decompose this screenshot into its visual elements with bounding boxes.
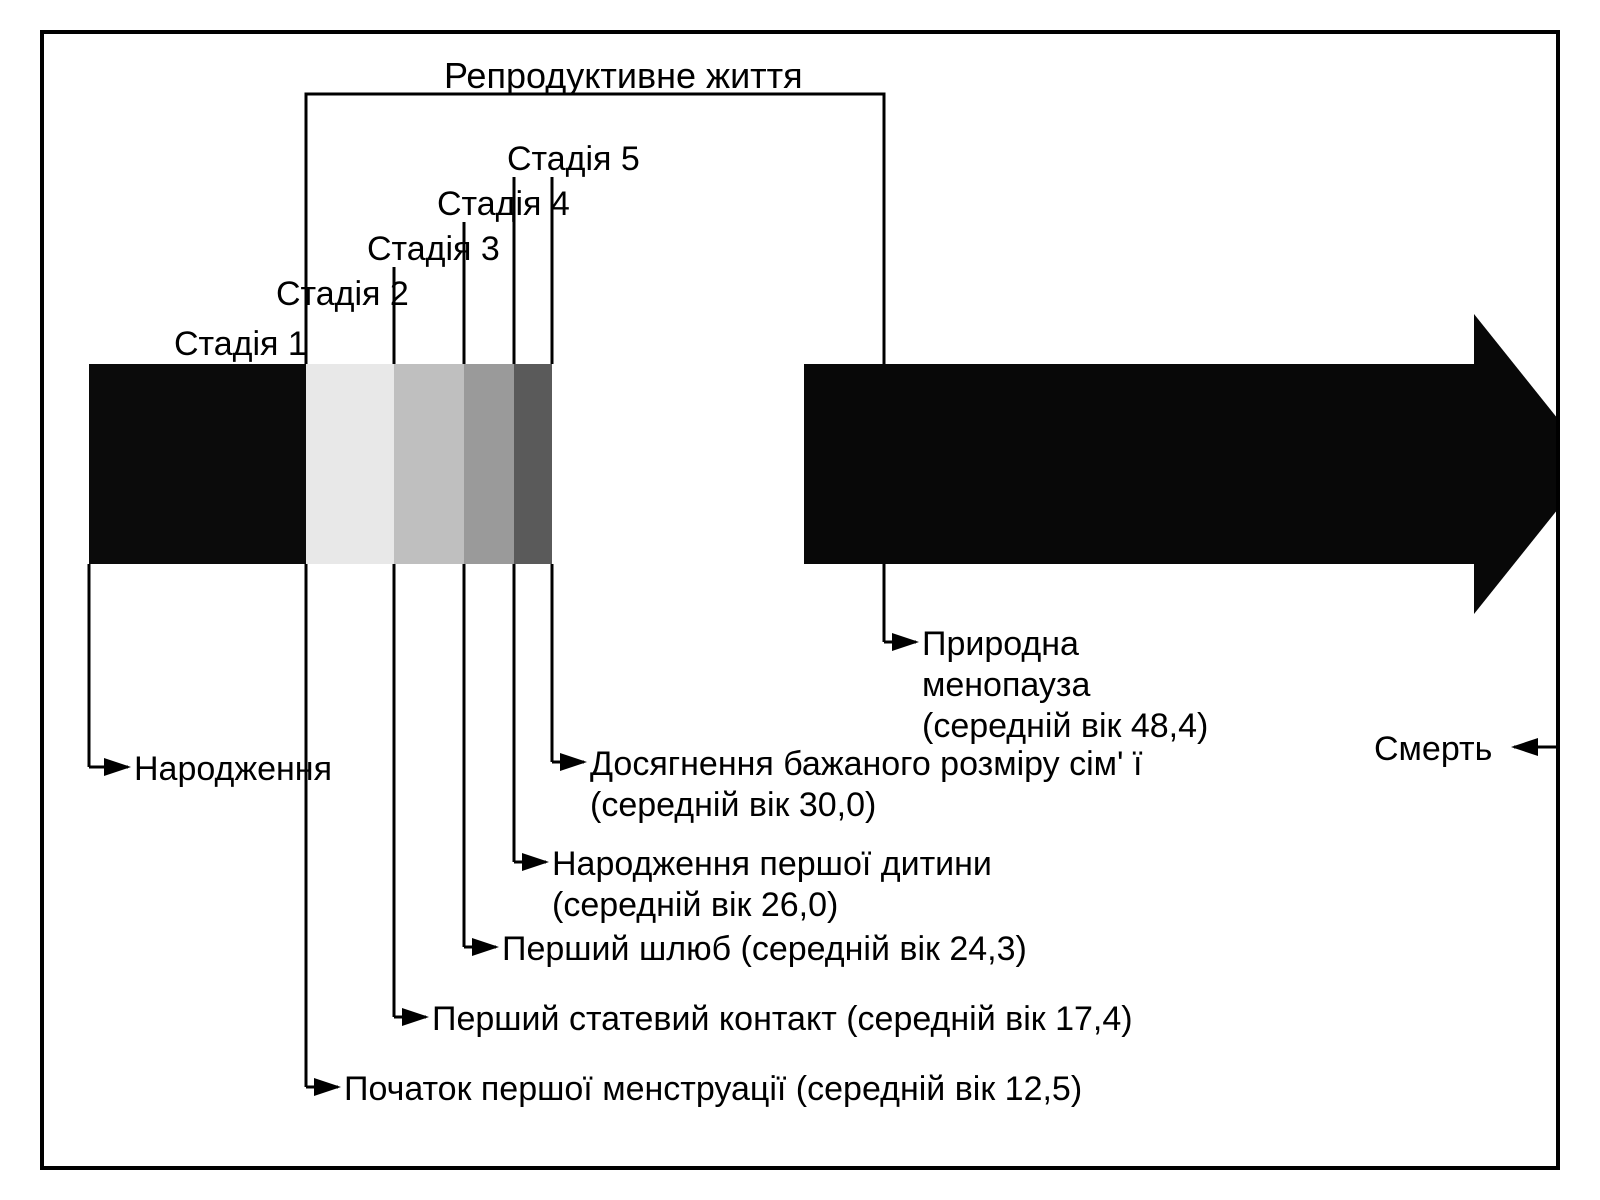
stage-4-label: Стадія 4 [437, 184, 570, 225]
stage-2-label: Стадія 2 [276, 274, 409, 315]
diagram-svg [44, 34, 1556, 1166]
stage-3-label: Стадія 3 [367, 229, 500, 270]
event-menarche: Початок першої менструації (середній вік… [344, 1069, 1082, 1110]
stage-5-label: Стадія 5 [507, 139, 640, 180]
event-marriage: Перший шлюб (середній вік 24,3) [502, 929, 1027, 970]
event-menopause: Природна менопауза (середній вік 48,4) [922, 624, 1208, 746]
event-family-size: Досягнення бажаного розміру сім' ї (сере… [590, 744, 1142, 826]
title: Репродуктивне життя [444, 54, 803, 97]
event-birth: Народження [134, 749, 332, 790]
event-first-child: Народження першої дитини (середній вік 2… [552, 844, 992, 926]
event-death: Смерть [1374, 729, 1492, 770]
diagram-frame: Репродуктивне життя Стадія 1 Стадія 2 Ст… [40, 30, 1560, 1170]
event-first-sex: Перший статевий контакт (середній вік 17… [432, 999, 1133, 1040]
stage-1-label: Стадія 1 [174, 324, 307, 365]
